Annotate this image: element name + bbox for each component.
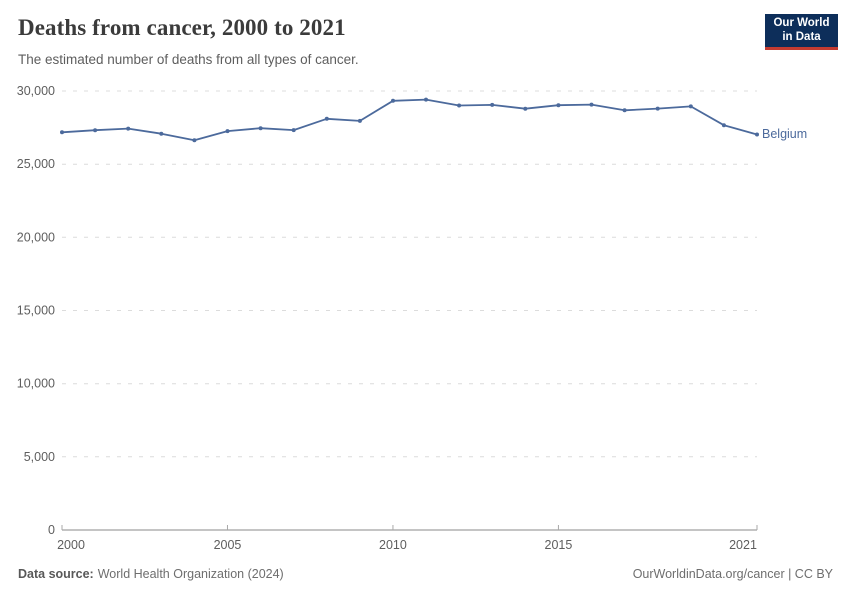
data-point[interactable] (324, 116, 329, 121)
logo-line1: Our World (773, 16, 830, 29)
x-axis: 2000 2005 2010 2015 2021 (57, 525, 758, 552)
x-tick-label: 2005 (214, 538, 242, 552)
data-point[interactable] (192, 138, 197, 143)
owid-logo[interactable]: Our World in Data (765, 14, 838, 50)
y-tick-label: 5,000 (24, 450, 55, 464)
data-point[interactable] (589, 102, 594, 107)
logo-line2: in Data (782, 30, 821, 43)
data-point[interactable] (159, 131, 164, 136)
data-point[interactable] (126, 126, 131, 131)
owid-cc-link[interactable]: OurWorldinData.org/cancer | CC BY (632, 567, 833, 581)
y-tick-label: 30,000 (17, 84, 55, 98)
y-tick-label: 25,000 (17, 157, 55, 171)
data-source-label: Data source: (18, 567, 94, 581)
gridlines (62, 90, 757, 531)
data-point[interactable] (688, 104, 693, 109)
data-point[interactable] (490, 102, 495, 107)
x-tick-label: 2015 (545, 538, 573, 552)
data-point[interactable] (755, 132, 759, 137)
data-point[interactable] (622, 108, 627, 113)
x-tick-label: 2010 (379, 538, 407, 552)
data-point[interactable] (357, 118, 362, 123)
series-label-belgium[interactable]: Belgium (762, 127, 808, 141)
page-title: Deaths from cancer, 2000 to 2021 (18, 15, 346, 40)
x-tick-label: 2021 (729, 538, 757, 552)
data-source: Data source: World Health Organization (2… (18, 567, 284, 581)
y-tick-label: 0 (48, 523, 55, 537)
data-point[interactable] (556, 103, 561, 108)
data-point[interactable] (258, 126, 263, 131)
data-source-text: World Health Organization (2024) (97, 567, 284, 581)
data-point[interactable] (655, 106, 660, 111)
chart-subtitle: The estimated number of deaths from all … (18, 52, 359, 67)
data-point[interactable] (523, 106, 528, 111)
y-tick-label: 20,000 (17, 230, 55, 244)
data-point[interactable] (424, 97, 428, 102)
data-point[interactable] (60, 130, 64, 135)
series-line (61, 98, 758, 142)
series-belgium (60, 97, 759, 143)
x-tick-label: 2000 (57, 538, 85, 552)
data-point[interactable] (721, 123, 726, 128)
y-axis-labels: 0 5,000 10,000 15,000 20,000 25,000 30,000 (17, 84, 55, 537)
y-tick-label: 15,000 (17, 304, 55, 318)
data-point[interactable] (225, 129, 230, 134)
y-tick-label: 10,000 (17, 377, 55, 391)
data-point[interactable] (391, 98, 395, 103)
data-point[interactable] (291, 128, 296, 133)
data-point[interactable] (93, 128, 98, 133)
data-point[interactable] (457, 103, 462, 108)
